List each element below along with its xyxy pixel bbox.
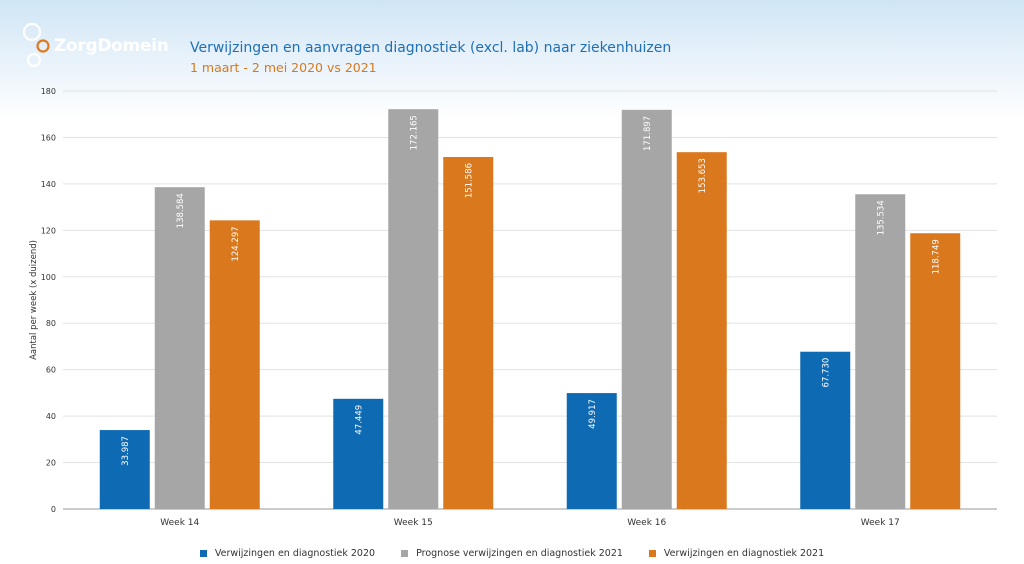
data-label: 47.449 <box>354 405 364 435</box>
y-tick-label: 80 <box>46 319 56 328</box>
x-tick-label: Week 15 <box>394 518 433 528</box>
data-label: 67.730 <box>821 358 831 388</box>
data-label: 124.297 <box>231 226 241 261</box>
data-label: 171.897 <box>643 116 653 151</box>
legend-swatch-2020 <box>199 549 207 557</box>
x-tick-label: Week 14 <box>160 518 199 528</box>
y-tick-label: 40 <box>46 412 56 421</box>
legend-swatch-2021 <box>648 549 656 557</box>
data-label: 153.653 <box>698 158 708 193</box>
header-band <box>0 0 1024 120</box>
bar <box>443 156 494 509</box>
bar <box>99 430 150 509</box>
legend-label-2020: Verwijzingen en diagnostiek 2020 <box>214 547 376 559</box>
y-tick-label: 20 <box>46 459 56 468</box>
legend-swatch-prognose-2021 <box>401 549 409 557</box>
bar <box>855 194 906 509</box>
bar <box>910 233 961 509</box>
x-tick-label: Week 16 <box>627 518 666 528</box>
legend: Verwijzingen en diagnostiek 2020 Prognos… <box>0 545 1024 561</box>
chart-subtitle: 1 maart - 2 mei 2020 vs 2021 <box>190 60 377 75</box>
y-tick-label: 0 <box>51 505 56 514</box>
data-label: 172.165 <box>409 115 419 150</box>
legend-label-2021: Verwijzingen en diagnostiek 2021 <box>663 547 825 559</box>
data-label: 118.749 <box>931 239 941 274</box>
y-tick-label: 100 <box>41 273 56 282</box>
bar <box>154 187 205 509</box>
data-label: 138.584 <box>176 193 186 228</box>
data-label: 33.987 <box>121 436 131 466</box>
bar-chart: 0 20 40 60 80 100 120 140 160 180 Aantal per week … <box>29 87 997 528</box>
y-tick-label: 160 <box>41 133 56 142</box>
y-tick-label: 120 <box>41 226 56 235</box>
zorgdomein-logo <box>22 22 50 68</box>
logo-text: ZorgDomein <box>54 36 169 56</box>
data-label: 135.534 <box>876 200 886 235</box>
legend-label-prognose-2021: Prognose verwijzingen en diagnostiek 202… <box>416 547 623 559</box>
bar <box>676 152 727 509</box>
legend-item-2020: Verwijzingen en diagnostiek 2020 <box>199 545 376 561</box>
bar <box>333 398 384 509</box>
bar <box>566 393 617 509</box>
x-tick-label: Week 17 <box>861 518 900 528</box>
legend-item-prognose-2021: Prognose verwijzingen en diagnostiek 202… <box>401 545 623 561</box>
chart-title: Verwijzingen en aanvragen diagnostiek (e… <box>190 40 672 56</box>
legend-item-2021: Verwijzingen en diagnostiek 2021 <box>648 545 825 561</box>
data-label: 49.917 <box>588 399 598 429</box>
y-axis-title: Aantal per week (x duizend) <box>29 240 39 360</box>
bar <box>209 220 260 510</box>
data-label: 151.586 <box>464 163 474 198</box>
bar <box>800 351 851 509</box>
y-tick-label: 140 <box>41 180 56 189</box>
y-tick-label: 60 <box>46 366 56 375</box>
bar <box>388 109 439 509</box>
bar <box>621 109 672 510</box>
y-tick-label: 180 <box>41 87 56 96</box>
